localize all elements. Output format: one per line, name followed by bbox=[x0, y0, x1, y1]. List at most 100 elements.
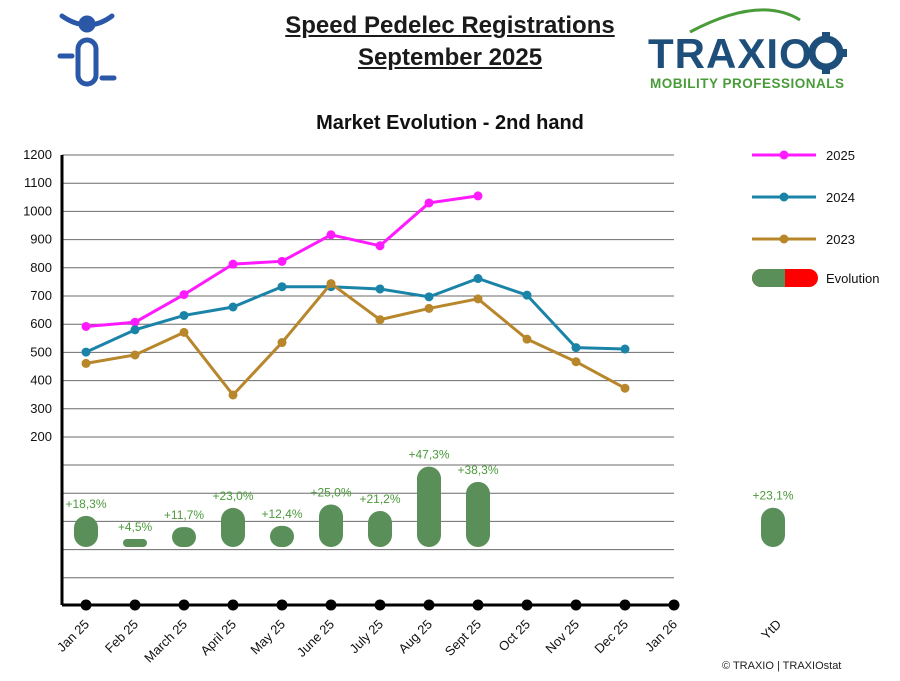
legend-label-evolution: Evolution bbox=[826, 271, 879, 286]
data-point-2024 bbox=[81, 347, 91, 357]
data-point-2025 bbox=[81, 321, 91, 331]
data-point-2024 bbox=[571, 343, 581, 353]
data-point-2023 bbox=[228, 390, 238, 400]
data-point-2024 bbox=[424, 292, 434, 302]
x-tick-marker bbox=[570, 599, 582, 611]
ytd-evolution-bar bbox=[761, 507, 785, 547]
x-tick-label: Feb 25 bbox=[102, 617, 141, 656]
y-tick-label: 1000 bbox=[23, 203, 52, 218]
data-point-2023 bbox=[326, 279, 336, 289]
data-point-2023 bbox=[375, 315, 385, 325]
series-line-2024 bbox=[85, 276, 626, 354]
y-tick-label: 300 bbox=[30, 401, 52, 416]
evolution-bar bbox=[74, 515, 98, 547]
x-tick-marker bbox=[129, 599, 141, 611]
data-point-2024 bbox=[179, 310, 189, 320]
evolution-bar bbox=[221, 507, 245, 547]
x-tick-label: Nov 25 bbox=[542, 617, 582, 657]
copyright: © TRAXIO | TRAXIOstat bbox=[722, 660, 842, 672]
legend-label-2025: 2025 bbox=[826, 148, 855, 163]
evolution-label: +21,2% bbox=[359, 492, 400, 506]
x-tick-marker bbox=[521, 599, 533, 611]
evolution-label: +23,0% bbox=[212, 489, 253, 503]
x-tick-marker bbox=[276, 599, 288, 611]
x-tick-label: March 25 bbox=[141, 617, 190, 666]
data-point-2024 bbox=[375, 284, 385, 294]
data-point-2023 bbox=[81, 358, 91, 368]
data-point-2025 bbox=[228, 259, 238, 269]
data-point-2024 bbox=[130, 325, 140, 335]
x-tick-label: June 25 bbox=[294, 617, 337, 660]
data-point-2023 bbox=[424, 303, 434, 313]
x-tick-label: Jan 25 bbox=[54, 617, 92, 655]
x-tick-label: May 25 bbox=[247, 617, 288, 658]
evolution-label: +47,3% bbox=[408, 448, 449, 462]
evolution-label: +18,3% bbox=[65, 497, 106, 511]
data-point-2024 bbox=[228, 302, 238, 312]
y-tick-label: 700 bbox=[30, 288, 52, 303]
ytd-evolution-label: +23,1% bbox=[752, 489, 793, 503]
ytd-label: YtD bbox=[758, 617, 784, 643]
series-line-2023 bbox=[85, 281, 626, 398]
y-tick-label: 1200 bbox=[23, 147, 52, 162]
data-point-2024 bbox=[473, 274, 483, 284]
evolution-label: +12,4% bbox=[261, 507, 302, 521]
data-point-2023 bbox=[620, 383, 630, 393]
evolution-label: +25,0% bbox=[310, 486, 351, 500]
legend-label-2023: 2023 bbox=[826, 232, 855, 247]
y-tick-label: 800 bbox=[30, 260, 52, 275]
x-tick-marker bbox=[178, 599, 190, 611]
data-point-2025 bbox=[326, 230, 336, 240]
evolution-label: +4,5% bbox=[118, 520, 153, 534]
data-point-2025 bbox=[130, 317, 140, 327]
chart-title: Market Evolution - 2nd hand bbox=[316, 112, 584, 134]
evolution-bar bbox=[368, 510, 392, 547]
y-tick-label: 900 bbox=[30, 232, 52, 247]
logo-text: TRAXIO bbox=[648, 30, 813, 77]
speed-pedelec-icon bbox=[57, 13, 117, 87]
x-tick-label: Dec 25 bbox=[591, 617, 631, 657]
x-tick-label: April 25 bbox=[197, 617, 239, 659]
y-tick-label: 1100 bbox=[24, 175, 52, 190]
evolution-label: +38,3% bbox=[457, 463, 498, 477]
data-point-2023 bbox=[473, 294, 483, 304]
x-tick-label: Oct 25 bbox=[495, 617, 533, 655]
y-tick-label: 200 bbox=[30, 429, 52, 444]
x-tick-marker bbox=[374, 599, 386, 611]
gear-icon bbox=[805, 32, 847, 74]
x-tick-marker bbox=[325, 599, 337, 611]
x-tick-marker bbox=[423, 599, 435, 611]
evolution-bar bbox=[270, 525, 294, 547]
data-point-2023 bbox=[130, 350, 140, 360]
title-line-1: Speed Pedelec Registrations bbox=[285, 12, 615, 39]
y-tick-label: 400 bbox=[30, 373, 52, 388]
data-point-2025 bbox=[375, 241, 385, 251]
x-tick-marker bbox=[80, 599, 92, 611]
data-point-2024 bbox=[620, 344, 630, 354]
data-point-2025 bbox=[277, 256, 287, 266]
legend-evolution-positive bbox=[752, 269, 785, 287]
evolution-bar bbox=[123, 539, 147, 547]
evolution-bar bbox=[172, 527, 196, 547]
evolution-bar bbox=[417, 466, 441, 547]
data-point-2023 bbox=[179, 327, 189, 337]
x-tick-label: Jan 26 bbox=[642, 617, 680, 655]
logo-swoosh bbox=[689, 8, 801, 34]
data-point-2025 bbox=[473, 191, 483, 201]
evolution-label: +11,7% bbox=[164, 508, 204, 522]
x-tick-label: Sept 25 bbox=[442, 617, 484, 659]
legend-marker-2025 bbox=[779, 150, 789, 160]
data-point-2023 bbox=[571, 357, 581, 367]
x-tick-marker bbox=[619, 599, 631, 611]
y-tick-label: 600 bbox=[30, 316, 52, 331]
logo-subtitle: MOBILITY PROFESSIONALS bbox=[650, 76, 845, 91]
data-point-2024 bbox=[277, 282, 287, 292]
title-line-2: September 2025 bbox=[357, 44, 543, 71]
data-point-2023 bbox=[522, 334, 532, 344]
x-tick-marker bbox=[472, 599, 484, 611]
x-tick-label: Aug 25 bbox=[395, 617, 435, 657]
x-tick-label: July 25 bbox=[346, 617, 386, 657]
evolution-bar bbox=[466, 481, 490, 547]
x-tick-marker bbox=[668, 599, 680, 611]
